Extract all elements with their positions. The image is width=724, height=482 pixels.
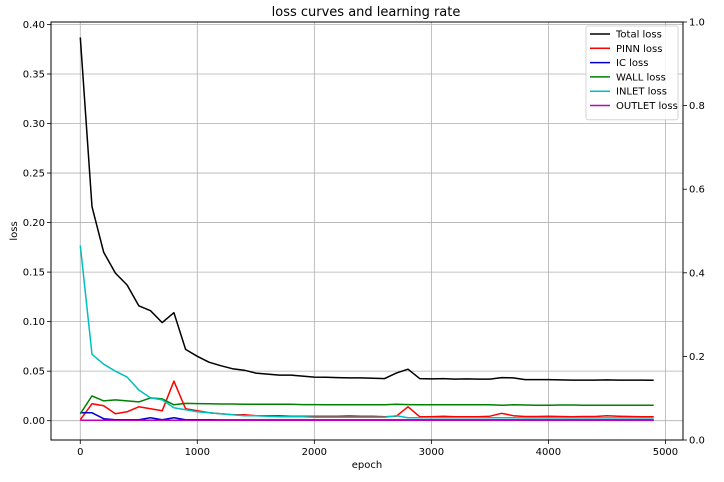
legend-label-pinn-loss: PINN loss <box>616 44 662 55</box>
legend-label-total-loss: Total loss <box>615 30 662 41</box>
y2-tick-label: 0.4 <box>689 268 705 279</box>
y-tick-label: 0.40 <box>23 20 45 31</box>
plot-frame <box>50 21 684 441</box>
legend-box <box>585 25 679 121</box>
legend: Total loss PINN loss IC loss WALL loss INLET… <box>585 25 679 121</box>
y-tick-label: 0.15 <box>23 268 45 279</box>
series-line-inlet-loss <box>79 245 654 419</box>
series-line-total-loss <box>79 37 654 382</box>
y2-tick-label: 0.2 <box>689 352 705 363</box>
y-tick-label: 0.25 <box>23 169 45 180</box>
y-axis-label: loss <box>9 221 20 240</box>
x-tick-label: 3000 <box>419 447 444 458</box>
y2-tick-label: 0.6 <box>689 185 705 196</box>
series-line-wall-loss <box>79 395 654 415</box>
x-tick-label: 5000 <box>653 447 678 458</box>
x-axis-label: epoch <box>352 460 382 471</box>
x-tick-label: 2000 <box>302 447 327 458</box>
y2-tick-label: 1.0 <box>689 18 705 29</box>
y2-tick-label: 0.0 <box>689 436 705 447</box>
y-tick-label: 0.20 <box>23 218 45 229</box>
series-line-pinn-loss <box>79 380 654 421</box>
grid-lines <box>51 22 683 440</box>
legend-label-ic-loss: IC loss <box>616 58 648 69</box>
x-tick-label: 1000 <box>185 447 210 458</box>
legend-label-outlet-loss: OUTLET loss <box>616 101 678 112</box>
y2-tick-label: 0.8 <box>689 101 705 112</box>
legend-label-wall-loss: WALL loss <box>616 72 666 83</box>
series-lines <box>79 37 654 421</box>
y-tick-label: 0.00 <box>23 416 45 427</box>
x-tick-label: 4000 <box>536 447 561 458</box>
x-tick-label: 0 <box>77 447 83 458</box>
axis-ticks: 0 1000 2000 3000 4000 5000 0.00 0.05 0.10 0.15 0.2… <box>23 18 705 459</box>
y-tick-label: 0.10 <box>23 317 45 328</box>
y-tick-label: 0.05 <box>23 367 45 378</box>
y-tick-label: 0.35 <box>23 70 45 81</box>
y-tick-label: 0.30 <box>23 119 45 130</box>
legend-label-inlet-loss: INLET loss <box>616 87 667 98</box>
chart-title: loss curves and learning rate <box>272 5 461 20</box>
